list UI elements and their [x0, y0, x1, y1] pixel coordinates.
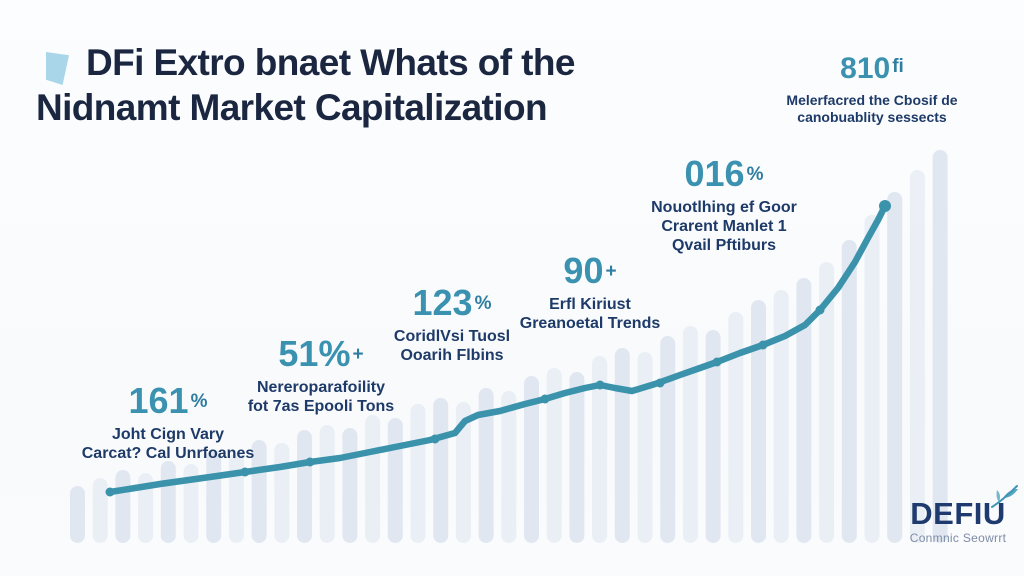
stat-label: Melerfacred the Cbosif de canobuablity s…	[786, 92, 957, 126]
logo-text: DEFIU	[910, 496, 1006, 531]
stat-label: Joht Cign Vary Carcat? Cal Unrfoanes	[82, 425, 255, 463]
stat-label-line: Nereroparafoility	[256, 379, 386, 396]
stat-label-line: fot 7as Epooli Tons	[247, 398, 395, 415]
stat-suffix: fi	[892, 56, 904, 77]
stat-label-line: Ooarih Flbins	[400, 347, 504, 364]
stat-value: 161%	[82, 383, 255, 419]
stat-label-line: Qvail Pftiburs	[671, 237, 777, 254]
stat-label-line: Melerfacred the Cbosif de	[786, 92, 958, 108]
stat-label: Erfl Kiriust Greanoetal Trends	[520, 295, 661, 333]
brand-logo: DEFIU Conmnic Seowrrt	[896, 485, 1020, 545]
stat-161: 161% Joht Cign Vary Carcat? Cal Unrfoane…	[82, 383, 255, 463]
stat-label: Nereroparafoility fot 7as Epooli Tons	[248, 378, 394, 416]
leaf-sprig-icon	[991, 485, 1018, 508]
stat-label-line: Carcat? Cal Unrfoanes	[81, 445, 255, 462]
stat-value: 123%	[394, 285, 510, 321]
stat-label-line: Erfl Kiriust	[549, 296, 631, 313]
stat-label-line: Greanoetal Trends	[519, 315, 661, 332]
title-line-2: Nidnamt Market Capitalization	[36, 87, 548, 128]
logo-subtext: Conmnic Seowrrt	[909, 531, 1007, 545]
stat-number: 123	[412, 282, 473, 323]
title-accent-icon	[46, 52, 69, 85]
stat-123: 123% CoridlVsi Tuosl Ooarih Flbins	[394, 285, 510, 365]
stat-51: 51% + Nereroparafoility fot 7as Epooli To…	[248, 336, 394, 416]
stat-label: CoridlVsi Tuosl Ooarih Flbins	[394, 327, 510, 365]
stat-number: 161	[128, 380, 189, 421]
stat-016: 016% Nouotlhing ef Goor Crarent Manlet 1…	[651, 156, 797, 255]
stat-value: 016%	[651, 156, 797, 192]
stat-suffix: %	[190, 391, 208, 412]
stat-label: Nouotlhing ef Goor Crarent Manlet 1 Qvai…	[651, 198, 797, 255]
stat-suffix: +	[605, 261, 617, 282]
stat-label-line: Crarent Manlet 1	[661, 218, 787, 235]
stat-number: 90	[563, 250, 604, 291]
stat-90: 90 + Erfl Kiriust Greanoetal Trends	[520, 253, 661, 333]
page-title: DFi Extro bnaet Whats of the Nidnamt Mar…	[36, 40, 575, 130]
stat-value: 51% +	[248, 336, 394, 372]
stat-label-line: Joht Cign Vary	[111, 426, 225, 443]
stat-number: 016	[684, 153, 745, 194]
stat-number: 810	[840, 52, 891, 85]
stat-suffix: +	[352, 344, 364, 365]
stat-label-line: canobuablity sessects	[797, 109, 947, 125]
stat-suffix: %	[474, 293, 492, 314]
stat-number: 51%	[278, 333, 351, 374]
title-line-1: DFi Extro bnaet Whats of the	[86, 42, 575, 83]
stat-label-line: CoridlVsi Tuosl	[393, 328, 511, 345]
stat-label-line: Nouotlhing ef Goor	[651, 199, 797, 216]
stat-suffix: %	[746, 164, 764, 185]
stat-810: 810 fi Melerfacred the Cbosif de canobuab…	[786, 54, 957, 126]
stat-value: 810 fi	[786, 54, 957, 84]
stat-value: 90 +	[520, 253, 661, 289]
